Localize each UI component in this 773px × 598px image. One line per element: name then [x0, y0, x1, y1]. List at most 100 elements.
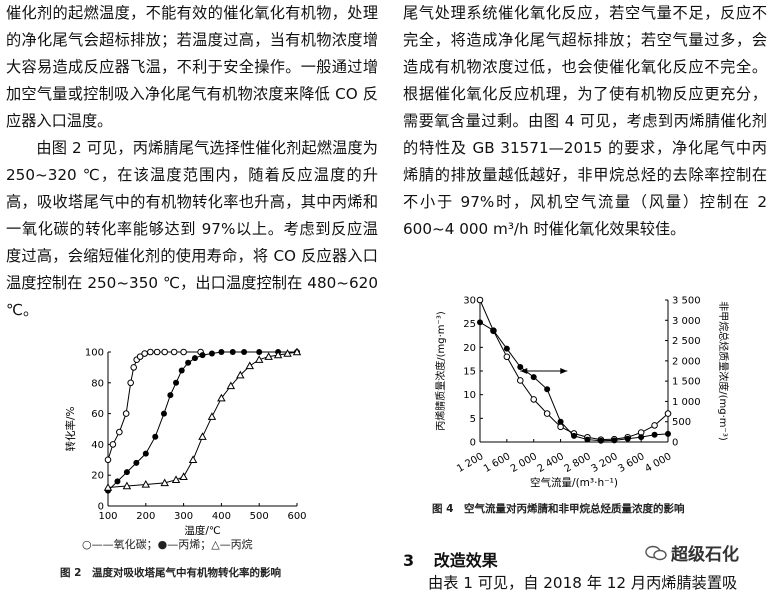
data-point-一氧化碳 — [147, 348, 154, 356]
data-point-丙烯腈 — [543, 410, 551, 417]
data-point-非甲烷总烃 — [665, 430, 671, 437]
y-tick-label-left: 15 — [463, 367, 476, 378]
data-point-丙烷 — [273, 350, 283, 359]
data-point-丙烯 — [218, 349, 225, 355]
figure-4-caption: 图 4 空气流量对丙烯腈和非甲烷总烃质量浓度的影响 — [432, 503, 685, 515]
data-point-丙烯 — [208, 350, 215, 357]
data-point-丙烷 — [188, 455, 198, 464]
y-tick-label-left: 25 — [463, 319, 476, 330]
data-point-丙烷 — [171, 475, 181, 484]
section-title: 改造效果 — [433, 551, 498, 570]
data-point-丙烷 — [292, 347, 302, 356]
right-column: 尾气处理系统催化氧化反应，若空气量不足，反应不完全，将造成净化尾气超标排放；若空… — [403, 0, 767, 243]
series-line-丙烯腈 — [479, 299, 669, 441]
wechat-icon — [645, 545, 667, 560]
y-tick-label: 100 — [85, 348, 104, 359]
data-point-非甲烷总烃 — [651, 431, 658, 438]
x-tick-label: 200 — [136, 511, 155, 522]
series-line-非甲烷总烃 — [479, 321, 669, 442]
data-point-丙烷 — [217, 393, 226, 402]
y-axis-label-right: 非甲烷总烃质量浓度/(mg·m⁻³) — [717, 301, 730, 441]
data-point-丙烯 — [229, 349, 236, 355]
data-point-丙烯腈 — [651, 422, 658, 429]
figure-2-caption: 图 2 温度对吸收塔尾气中有机物转化率的影响 — [60, 567, 281, 579]
data-point-一氧化碳 — [116, 428, 123, 436]
data-point-丙烷 — [207, 412, 217, 420]
y-axis-label: 转化率/% — [64, 406, 77, 451]
data-point-丙烷 — [179, 472, 188, 480]
y-tick-label-right: 3 500 — [672, 296, 701, 307]
y-tick-label: 80 — [91, 378, 104, 389]
y-tick-label-right: 0 — [672, 438, 678, 449]
data-point-丙烯 — [114, 478, 121, 485]
data-point-丙烯 — [142, 450, 149, 457]
x-tick-label: 300 — [174, 511, 193, 522]
data-point-丙烷 — [160, 478, 169, 487]
y-axis-label-left: 丙烯腈质量浓度/(mg·m⁻³) — [434, 311, 447, 431]
data-point-非甲烷总烃 — [544, 386, 551, 393]
data-point-丙烯 — [167, 392, 174, 399]
x-tick-label: 1 200 — [455, 451, 485, 475]
x-tick-label: 400 — [212, 511, 231, 522]
data-point-丙烷 — [103, 483, 113, 491]
data-point-丙烯 — [152, 433, 159, 440]
x-tick-label: 3 600 — [616, 451, 646, 475]
data-point-丙烯腈 — [476, 296, 484, 304]
x-tick-label: 2 000 — [509, 451, 539, 475]
data-point-非甲烷总烃 — [503, 345, 510, 352]
data-point-丙烯 — [133, 459, 140, 466]
data-point-丙烯 — [178, 367, 185, 374]
data-point-丙烷 — [283, 349, 292, 357]
y-tick-label-right: 500 — [672, 417, 691, 428]
y-tick-label: 40 — [91, 440, 104, 451]
y-tick-label: 60 — [91, 409, 104, 420]
section-heading: 3 改造效果 — [403, 547, 498, 571]
data-point-一氧化碳 — [130, 364, 138, 371]
x-tick-label: 2 800 — [563, 451, 593, 475]
data-point-一氧化碳 — [127, 379, 134, 387]
last-line-text: 由表 1 可见，自 2018 年 12 月丙烯腈装置吸 — [428, 574, 738, 592]
y-tick-label-left: 20 — [463, 343, 476, 354]
x-tick-label: 1 600 — [482, 451, 512, 475]
y-tick-label-right: 2 000 — [672, 356, 701, 367]
x-tick-label: 2 400 — [536, 451, 566, 475]
data-point-丙烯腈 — [530, 396, 538, 403]
x-tick-label: 500 — [250, 511, 269, 522]
y-tick-label: 0 — [98, 502, 104, 513]
y-tick-label-right: 1 500 — [672, 377, 701, 388]
section-number: 3 — [403, 551, 415, 570]
data-point-一氧化碳 — [136, 353, 144, 360]
data-point-非甲烷总烃 — [638, 434, 645, 441]
data-point-丙烷 — [198, 432, 207, 440]
data-point-丙烷 — [236, 370, 245, 379]
data-point-一氧化碳 — [161, 348, 168, 356]
y-tick-label-left: 10 — [463, 390, 476, 401]
data-point-一氧化碳 — [122, 410, 130, 417]
data-point-丙烯 — [160, 410, 167, 417]
data-point-丙烯 — [123, 469, 130, 476]
data-point-一氧化碳 — [153, 348, 161, 356]
data-point-非甲烷总烃 — [611, 437, 618, 444]
series-line-一氧化碳 — [107, 351, 201, 460]
data-point-丙烷 — [122, 481, 132, 490]
watermark: 超级石化 — [645, 540, 739, 565]
series-line-丙烯 — [107, 351, 297, 491]
data-point-丙烷 — [254, 355, 264, 363]
figure-2-legend: ○——氧化碳；●—丙烯；△—丙烷 — [82, 538, 253, 551]
data-point-一氧化碳 — [109, 441, 117, 448]
x-axis-label: 空气流量/(m³·h⁻¹) — [530, 476, 618, 489]
data-point-非甲烷总烃 — [557, 418, 564, 425]
data-point-丙烯 — [191, 355, 198, 362]
data-point-丙烯腈 — [516, 377, 524, 384]
data-point-非甲烷总烃 — [624, 435, 631, 442]
figure-2-chart: 100 200 300 400 500 600 0 20 40 60 80 100 温度/℃ 转化率/% — [64, 347, 307, 536]
data-point-非甲烷总烃 — [597, 437, 604, 444]
data-point-一氧化碳 — [170, 348, 178, 356]
y-tick-label-left: 5 — [470, 414, 476, 425]
data-point-丙烯腈 — [557, 423, 564, 431]
data-point-非甲烷总烃 — [490, 327, 497, 334]
data-point-丙烷 — [264, 352, 273, 360]
data-point-丙烯 — [256, 349, 263, 355]
data-point-非甲烷总烃 — [517, 363, 524, 370]
